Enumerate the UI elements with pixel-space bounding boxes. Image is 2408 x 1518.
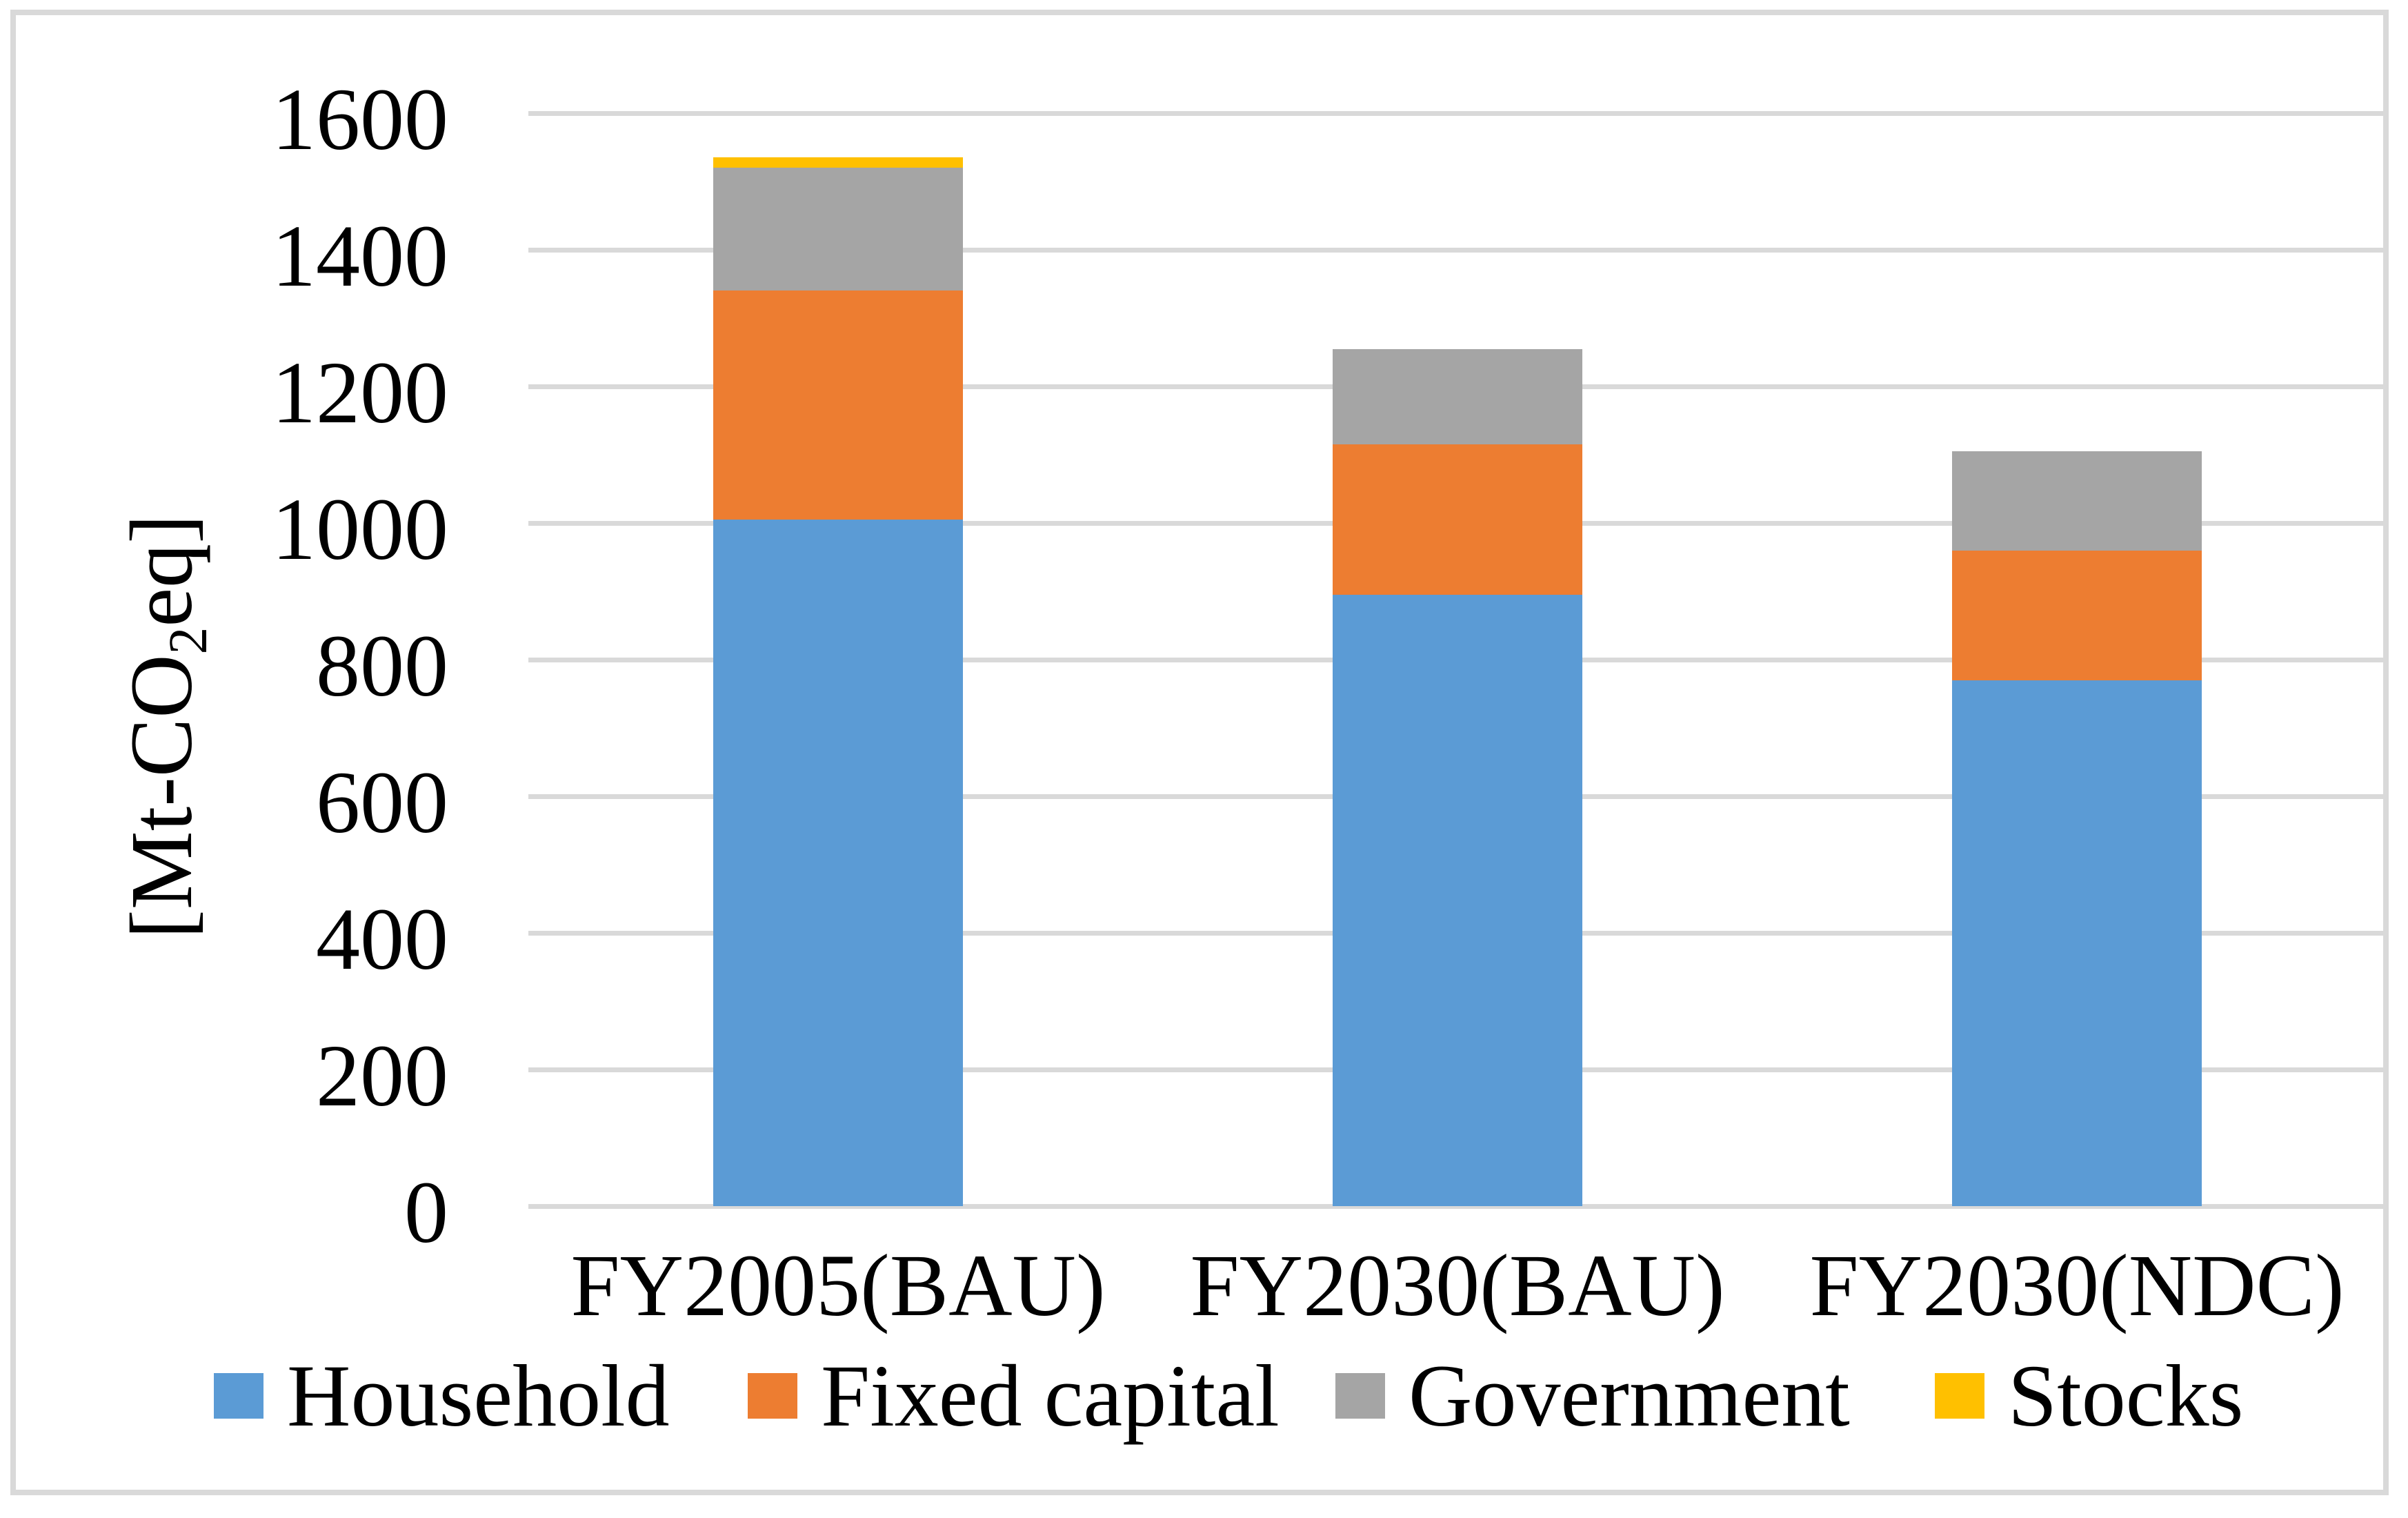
legend-label-government: Government <box>1409 1347 1850 1445</box>
bar-segment-fy2005-bau-household <box>713 520 963 1206</box>
legend-label-stocks: Stocks <box>2008 1347 2244 1445</box>
x-category-label-fy2005-bau: FY2005(BAU) <box>570 1236 1106 1334</box>
y-tick-label-1400: 1400 <box>272 206 448 305</box>
y-tick-label-800: 800 <box>316 616 448 715</box>
legend-item-stocks: Stocks <box>1935 1352 2243 1440</box>
gridline-1400 <box>528 247 2387 253</box>
legend-item-fixed-capital: Fixed capital <box>748 1352 1280 1440</box>
y-axis-title-text-end: eq] <box>112 514 210 627</box>
y-axis-title-subscript: 2 <box>158 627 219 655</box>
bar-segment-fy2030-ndc-household <box>1952 680 2202 1206</box>
y-tick-label-1000: 1000 <box>272 480 448 578</box>
y-tick-label-0: 0 <box>404 1163 448 1261</box>
figure-border <box>10 10 2389 1495</box>
x-category-label-fy2030-ndc: FY2030(NDC) <box>1809 1236 2345 1334</box>
y-tick-label-400: 400 <box>316 889 448 988</box>
x-category-label-fy2030-bau: FY2030(BAU) <box>1190 1236 1725 1334</box>
gridline-1600 <box>528 110 2387 116</box>
y-tick-label-1600: 1600 <box>272 70 448 168</box>
bar-segment-fy2030-ndc-fixed-capital <box>1952 550 2202 680</box>
legend-swatch-stocks <box>1935 1373 1984 1419</box>
legend-swatch-fixed-capital <box>748 1373 797 1419</box>
bar-segment-fy2005-bau-government <box>713 168 963 291</box>
y-tick-label-600: 600 <box>316 753 448 851</box>
gridline-0 <box>528 1203 2387 1209</box>
bar-segment-fy2030-bau-fixed-capital <box>1333 444 1582 595</box>
legend-label-fixed-capital: Fixed capital <box>821 1347 1280 1445</box>
legend-label-household: Household <box>287 1347 670 1445</box>
y-axis-title: [Mt-CO2eq] <box>111 514 220 939</box>
bar-segment-fy2030-bau-household <box>1333 594 1582 1206</box>
bar-segment-fy2005-bau-fixed-capital <box>713 290 963 520</box>
bar-segment-fy2030-bau-government <box>1333 348 1582 445</box>
y-tick-label-200: 200 <box>316 1026 448 1125</box>
bar-segment-fy2030-ndc-government <box>1952 451 2202 551</box>
legend-item-government: Government <box>1335 1352 1850 1440</box>
legend-swatch-household <box>214 1373 263 1419</box>
y-tick-label-1200: 1200 <box>272 343 448 442</box>
bar-segment-fy2005-bau-stocks <box>713 157 963 168</box>
legend-item-household: Household <box>214 1352 670 1440</box>
y-axis-title-text: [Mt-CO <box>112 654 210 939</box>
legend-swatch-government <box>1335 1373 1385 1419</box>
